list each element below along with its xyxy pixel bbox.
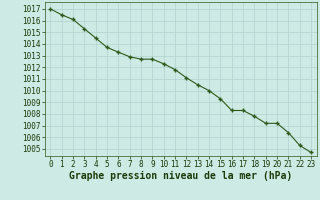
X-axis label: Graphe pression niveau de la mer (hPa): Graphe pression niveau de la mer (hPa) bbox=[69, 171, 292, 181]
